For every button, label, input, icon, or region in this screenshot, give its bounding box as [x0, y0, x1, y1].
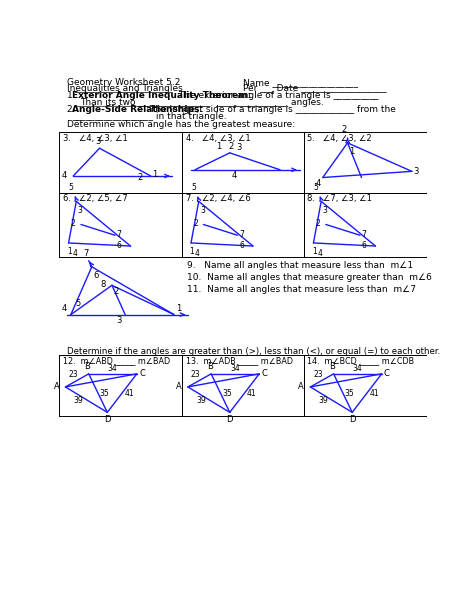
Text: The longest side of a triangle is _____________ from the: The longest side of a triangle is ______… — [147, 105, 396, 114]
Text: Exterior Angle Inequality Theorem:: Exterior Angle Inequality Theorem: — [73, 91, 252, 101]
Text: Determine which angle has the greatest measure:: Determine which angle has the greatest m… — [67, 120, 295, 129]
Text: 4.   ∠4, ∠3, ∠1: 4. ∠4, ∠3, ∠1 — [186, 134, 250, 143]
Text: 23: 23 — [191, 370, 201, 379]
Text: __________________ in that triangle.: __________________ in that triangle. — [73, 112, 227, 121]
Text: 41: 41 — [247, 389, 256, 398]
Text: 39: 39 — [319, 395, 328, 405]
Text: 1.: 1. — [67, 91, 82, 101]
Text: 4: 4 — [195, 249, 200, 258]
Text: 1: 1 — [190, 247, 194, 256]
Text: 2: 2 — [316, 219, 320, 228]
Text: 13.  m∠ADB _____ m∠BAD: 13. m∠ADB _____ m∠BAD — [186, 356, 292, 365]
Text: 5: 5 — [313, 183, 319, 192]
Text: 5: 5 — [69, 183, 73, 192]
Text: 2: 2 — [228, 142, 234, 151]
Text: 2: 2 — [71, 219, 75, 228]
Text: 39: 39 — [73, 395, 83, 405]
Text: 1: 1 — [312, 247, 317, 256]
Text: 6.   ∠2, ∠5, ∠7: 6. ∠2, ∠5, ∠7 — [63, 194, 128, 204]
Text: C: C — [139, 370, 145, 378]
Text: Name ___________________: Name ___________________ — [243, 78, 358, 87]
Text: 4: 4 — [62, 172, 67, 180]
Text: Determine if the angles are greater than (>), less than (<), or equal (=) to eac: Determine if the angles are greater than… — [67, 347, 440, 356]
Text: 41: 41 — [369, 389, 379, 398]
Text: 1: 1 — [176, 304, 182, 313]
Text: 8.   ∠7, ∠3, ∠1: 8. ∠7, ∠3, ∠1 — [307, 194, 372, 204]
Text: 7: 7 — [117, 230, 121, 239]
Text: 39: 39 — [196, 395, 206, 405]
Text: 6: 6 — [362, 242, 366, 251]
Text: 35: 35 — [222, 389, 232, 398]
Text: 9.   Name all angles that measure less than  m∠1: 9. Name all angles that measure less tha… — [187, 261, 413, 270]
Text: 23: 23 — [313, 370, 323, 379]
Text: 7.   ∠2, ∠4, ∠6: 7. ∠2, ∠4, ∠6 — [186, 194, 250, 204]
Text: 2: 2 — [113, 287, 119, 296]
Text: Angle-Side Relationships:: Angle-Side Relationships: — [73, 105, 203, 114]
Text: 2: 2 — [342, 124, 347, 134]
Text: 3: 3 — [201, 206, 205, 215]
Text: B: B — [207, 362, 212, 371]
Text: B: B — [329, 362, 335, 371]
Text: 41: 41 — [124, 389, 134, 398]
Text: 6: 6 — [117, 242, 121, 251]
Text: 35: 35 — [100, 389, 109, 398]
Text: 5.   ∠4, ∠3, ∠2: 5. ∠4, ∠3, ∠2 — [307, 134, 372, 143]
Text: D: D — [104, 416, 110, 424]
Text: 4: 4 — [317, 249, 322, 258]
Text: 1: 1 — [349, 148, 355, 156]
Text: Per ___ Date ___________________: Per ___ Date ___________________ — [243, 83, 387, 93]
Text: 23: 23 — [68, 370, 78, 379]
Text: 5: 5 — [75, 299, 81, 308]
Text: 34: 34 — [230, 364, 240, 373]
Text: Inequalities and Triangles: Inequalities and Triangles — [67, 83, 183, 93]
Text: 7: 7 — [239, 230, 244, 239]
Text: 5: 5 — [191, 183, 196, 192]
Text: 1: 1 — [67, 247, 72, 256]
Text: 3.   ∠4, ∠3, ∠1: 3. ∠4, ∠3, ∠1 — [63, 134, 128, 143]
Text: 1: 1 — [152, 170, 157, 179]
Text: 1: 1 — [216, 142, 221, 151]
Text: 11.  Name all angles that measure less than  m∠7: 11. Name all angles that measure less th… — [187, 285, 416, 294]
Text: 6: 6 — [93, 271, 99, 280]
Text: Than its two ________________  ________________ angles.: Than its two ________________ __________… — [80, 98, 324, 107]
Text: 4: 4 — [316, 179, 321, 188]
Text: 3: 3 — [413, 167, 419, 176]
Text: 3: 3 — [237, 143, 242, 152]
Text: C: C — [384, 370, 390, 378]
Text: 10.  Name all angles that measure greater than  m∠6: 10. Name all angles that measure greater… — [187, 273, 432, 282]
Text: A: A — [54, 383, 59, 392]
Text: 8: 8 — [100, 280, 106, 289]
Text: 14.  m∠BCD _____ m∠CDB: 14. m∠BCD _____ m∠CDB — [307, 356, 414, 365]
Text: D: D — [227, 416, 233, 424]
Text: 4: 4 — [62, 304, 67, 313]
Text: 2: 2 — [193, 219, 198, 228]
Text: The exterior angle of a triangle is __________: The exterior angle of a triangle is ____… — [176, 91, 379, 101]
Text: D: D — [349, 416, 356, 424]
Text: 12.  m∠ABD _____ m∠BAD: 12. m∠ABD _____ m∠BAD — [63, 356, 170, 365]
Text: Geometry Worksheet 5.2: Geometry Worksheet 5.2 — [67, 78, 181, 87]
Text: 2: 2 — [137, 173, 143, 182]
Text: 6: 6 — [239, 242, 244, 251]
Text: 3: 3 — [117, 316, 122, 325]
Text: 3: 3 — [323, 206, 328, 215]
Text: 7: 7 — [83, 249, 88, 257]
Text: 34: 34 — [353, 364, 363, 373]
Text: 34: 34 — [108, 364, 118, 373]
Text: 7: 7 — [362, 230, 366, 239]
Text: 4: 4 — [73, 249, 77, 258]
Text: 3: 3 — [95, 137, 100, 146]
Text: 35: 35 — [345, 389, 354, 398]
Text: C: C — [262, 370, 267, 378]
Text: A: A — [299, 383, 304, 392]
Text: A: A — [176, 383, 182, 392]
Text: 2.: 2. — [67, 105, 81, 114]
Text: 3: 3 — [78, 206, 83, 215]
Text: 4: 4 — [232, 172, 237, 180]
Text: B: B — [84, 362, 90, 371]
